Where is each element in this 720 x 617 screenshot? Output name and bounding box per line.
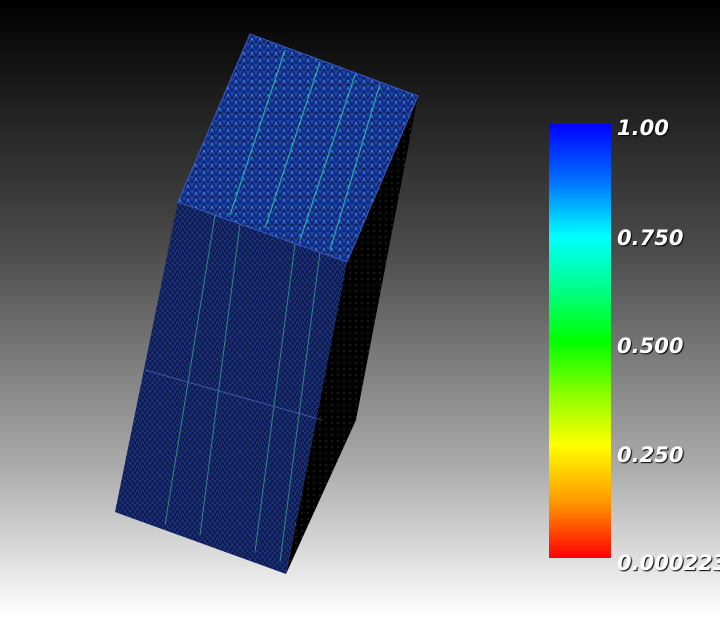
mesh-front-face bbox=[115, 202, 347, 574]
scalar-bar-label-0-5: 0.500 bbox=[617, 334, 684, 358]
scalar-bar-label-0-75: 0.750 bbox=[617, 226, 684, 250]
mesh-edges bbox=[177, 33, 419, 263]
scalar-bar-label-max: 1.00 bbox=[617, 116, 669, 140]
scalar-bar bbox=[549, 124, 611, 558]
mesh-seam bbox=[144, 369, 323, 421]
mesh-front-highlights bbox=[164, 214, 321, 563]
scalar-bar-label-min: 0.000223 bbox=[617, 551, 720, 575]
mesh-block bbox=[115, 33, 419, 574]
scalar-bar-label-0-25: 0.250 bbox=[617, 443, 684, 467]
mesh-top-face bbox=[178, 34, 418, 262]
mesh-right-face bbox=[286, 96, 418, 574]
mesh-top-highlights bbox=[229, 49, 381, 251]
